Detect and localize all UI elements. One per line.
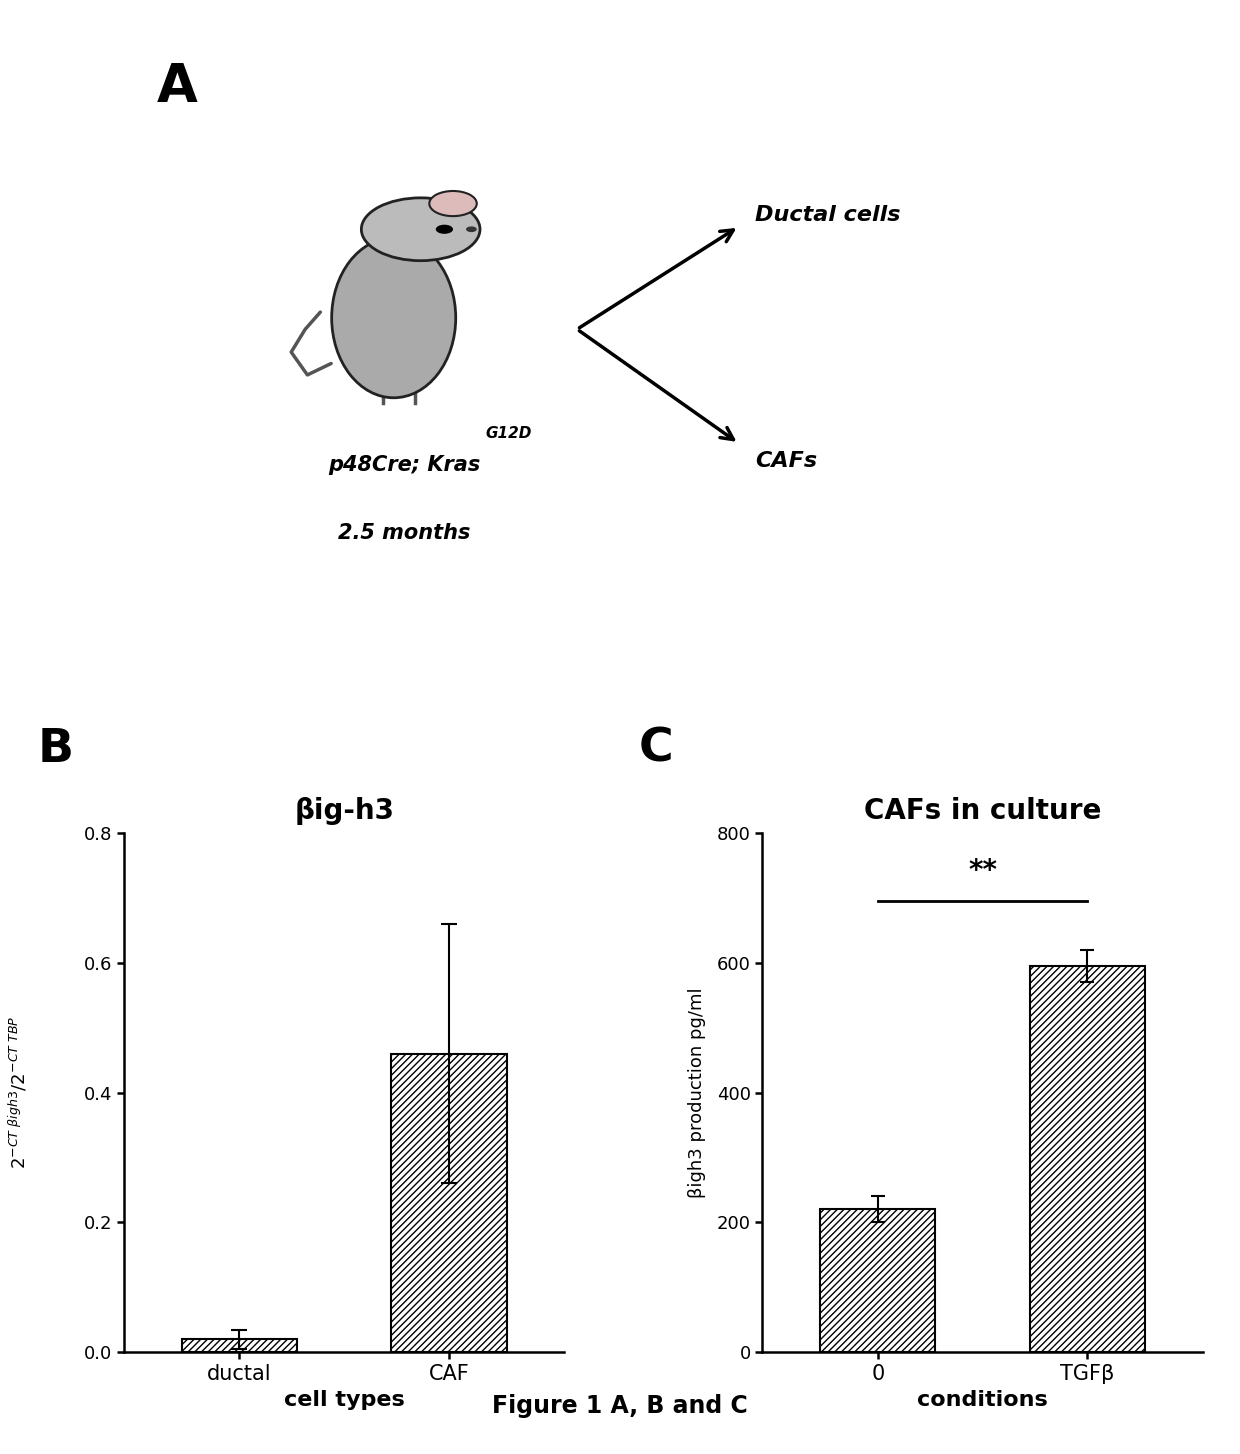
Text: $2^{-CT\ \beta igh3}/2^{-CT\ TBP}$: $2^{-CT\ \beta igh3}/2^{-CT\ TBP}$ — [7, 1016, 30, 1169]
Text: p48Cre; Kras: p48Cre; Kras — [329, 455, 481, 475]
Text: Ductal cells: Ductal cells — [755, 205, 900, 225]
Text: 2.5 months: 2.5 months — [339, 523, 471, 544]
Circle shape — [361, 198, 480, 260]
Text: C: C — [639, 727, 673, 772]
Text: G12D: G12D — [485, 426, 532, 442]
Bar — [1029, 965, 1145, 1352]
Text: Figure 1 A, B and C: Figure 1 A, B and C — [492, 1393, 748, 1418]
Y-axis label: βigh3 production pg/ml: βigh3 production pg/ml — [687, 987, 706, 1198]
Circle shape — [435, 225, 453, 234]
Text: A: A — [156, 61, 197, 113]
Text: B: B — [37, 727, 73, 772]
Ellipse shape — [331, 238, 456, 398]
Circle shape — [429, 190, 476, 217]
Bar — [820, 1210, 935, 1352]
Text: CAFs: CAFs — [755, 451, 817, 471]
X-axis label: cell types: cell types — [284, 1390, 404, 1409]
Title: CAFs in culture: CAFs in culture — [864, 797, 1101, 824]
Bar — [182, 1339, 298, 1352]
Bar — [392, 1054, 507, 1352]
Text: **: ** — [968, 856, 997, 885]
Title: βig-h3: βig-h3 — [294, 797, 394, 824]
Circle shape — [466, 227, 476, 233]
X-axis label: conditions: conditions — [918, 1390, 1048, 1409]
